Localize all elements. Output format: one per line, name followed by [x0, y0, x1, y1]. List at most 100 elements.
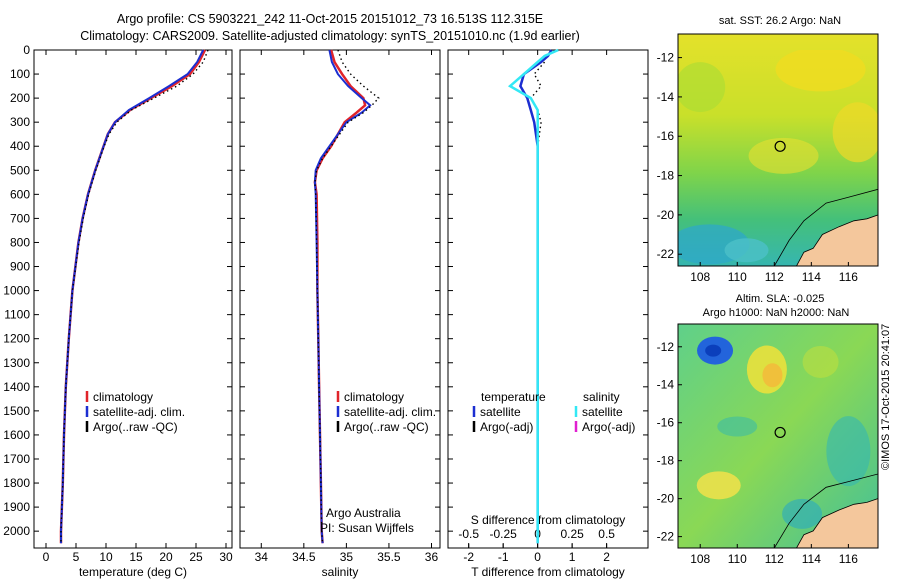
depth-contour-line [773, 473, 878, 548]
difference-temperature-line [519, 49, 553, 544]
copyright-stamp: ©IMOS 17-Oct-2015 20:41:07 [880, 323, 892, 470]
depth-tick-label: 300 [10, 115, 30, 129]
map-blob [705, 344, 722, 357]
float-position-marker [774, 140, 786, 152]
difference-axis-label: T difference from climatology [471, 565, 625, 579]
temperature-climatology-line [59, 49, 207, 544]
map-lat-label: -12 [657, 340, 675, 354]
temperature-axis-label: temperature (deg C) [79, 565, 187, 579]
figure-title-line2: Climatology: CARS2009. Satellite-adjuste… [80, 29, 580, 43]
float-position-marker [774, 426, 786, 439]
difference-legend-header-salinity: salinity [583, 390, 620, 404]
map-lat-label: -18 [657, 454, 675, 468]
map-lat-label: -20 [657, 208, 675, 222]
map-blob [782, 498, 823, 529]
difference-salinity-legend-label: Argo(-adj) [582, 420, 635, 434]
depth-tick-label: 900 [10, 260, 30, 274]
temperature-argo-line [60, 49, 209, 544]
sdiff-tick-label: 0.25 [560, 527, 584, 541]
difference-salinity-line [507, 48, 559, 544]
map-lon-label: 112 [765, 552, 784, 566]
difference-xtick-label: -2 [463, 550, 474, 564]
map-lat-label: -14 [657, 378, 675, 392]
sst-map-title: sat. SST: 26.2 Argo: NaN [719, 15, 841, 27]
salinity-satellite-line [313, 49, 372, 544]
depth-tick-label: 1900 [3, 500, 30, 514]
institution-label: Argo Australia [326, 506, 401, 520]
salinity-argo-line [314, 49, 380, 544]
depth-contour-line [773, 188, 878, 266]
map-lat-label: -22 [657, 247, 675, 261]
map-lat-label: -22 [657, 530, 675, 544]
map-blob [678, 62, 726, 113]
temperature-legend-label: climatology [93, 390, 153, 404]
map-lon-label: 110 [728, 270, 747, 284]
difference-xtick-label: 0 [534, 550, 541, 564]
map-lon-label: 116 [839, 552, 858, 566]
map-lat-label: -12 [657, 51, 675, 65]
difference-legend-header-temperature: temperature [481, 390, 546, 404]
salinity-xtick-label: 35.5 [377, 550, 401, 564]
plot-frame [447, 49, 649, 549]
depth-tick-label: 100 [10, 67, 30, 81]
map-field-blobs [696, 336, 878, 548]
land-area [796, 214, 878, 266]
map-lon-label: 116 [839, 270, 858, 284]
salinity-xtick-label: 34 [255, 550, 269, 564]
depth-tick-label: 1000 [3, 284, 30, 298]
map-lon-label: 114 [802, 552, 821, 566]
sla-map-title-line1: Altim. SLA: -0.025 [736, 293, 825, 305]
depth-tick-label: 1500 [3, 404, 30, 418]
map-lon-label: 112 [765, 270, 784, 284]
depth-tick-label: 1200 [3, 332, 30, 346]
map-lat-label: -16 [657, 129, 675, 143]
map-lon-label: 114 [802, 270, 821, 284]
difference-xtick-label: 1 [569, 550, 576, 564]
map-lon-label: 108 [690, 552, 710, 566]
temperature-xtick-label: 15 [129, 550, 143, 564]
depth-tick-label: 1600 [3, 428, 30, 442]
depth-tick-label: 400 [10, 139, 30, 153]
map-blob [696, 471, 741, 500]
difference-xtick-label: 2 [603, 550, 610, 564]
sdiff-tick-label: -0.25 [489, 527, 517, 541]
map-blob [826, 416, 871, 487]
map-frame [677, 33, 879, 267]
map-blob [762, 363, 783, 388]
map-frame [677, 323, 879, 549]
difference-xtick-label: -1 [498, 550, 509, 564]
map-blob [775, 50, 866, 92]
temperature-xtick-label: 0 [43, 550, 50, 564]
pi-label: PI: Susan Wijffels [320, 521, 414, 535]
temperature-satellite-line [60, 49, 205, 544]
depth-tick-label: 200 [10, 91, 30, 105]
difference-temperature-legend-label: satellite [480, 405, 521, 419]
depth-tick-label: 1700 [3, 452, 30, 466]
temperature-xtick-label: 10 [99, 550, 113, 564]
temperature-xtick-label: 5 [73, 550, 80, 564]
map-lat-label: -18 [657, 169, 675, 183]
map-lon-label: 108 [690, 270, 710, 284]
plot-frame [239, 49, 441, 549]
salinity-climatology-line [313, 49, 367, 544]
temperature-legend-label: Argo(..raw -QC) [93, 420, 178, 434]
salinity-legend-label: Argo(..raw -QC) [344, 420, 429, 434]
salinity-xtick-label: 34.5 [292, 550, 316, 564]
temperature-xtick-label: 25 [189, 550, 203, 564]
figure-title-line1: Argo profile: CS 5903221_242 11-Oct-2015… [116, 12, 544, 26]
map-lon-label: 110 [728, 552, 747, 566]
difference-salinity-legend-label: satellite [582, 405, 623, 419]
map-blob [717, 416, 758, 437]
salinity-legend-label: climatology [344, 390, 404, 404]
salinity-legend-label: satellite-adj. clim. [344, 405, 436, 419]
sla-map-title-line2: Argo h1000: NaN h2000: NaN [703, 307, 850, 319]
depth-tick-label: 1100 [4, 308, 30, 322]
depth-tick-label: 1300 [3, 356, 30, 370]
salinity-xtick-label: 36 [425, 550, 439, 564]
temperature-xtick-label: 20 [159, 550, 173, 564]
depth-tick-label: 2000 [3, 524, 30, 538]
map-blob [748, 137, 819, 174]
depth-tick-label: 700 [10, 211, 30, 225]
depth-tick-label: 0 [23, 43, 30, 57]
